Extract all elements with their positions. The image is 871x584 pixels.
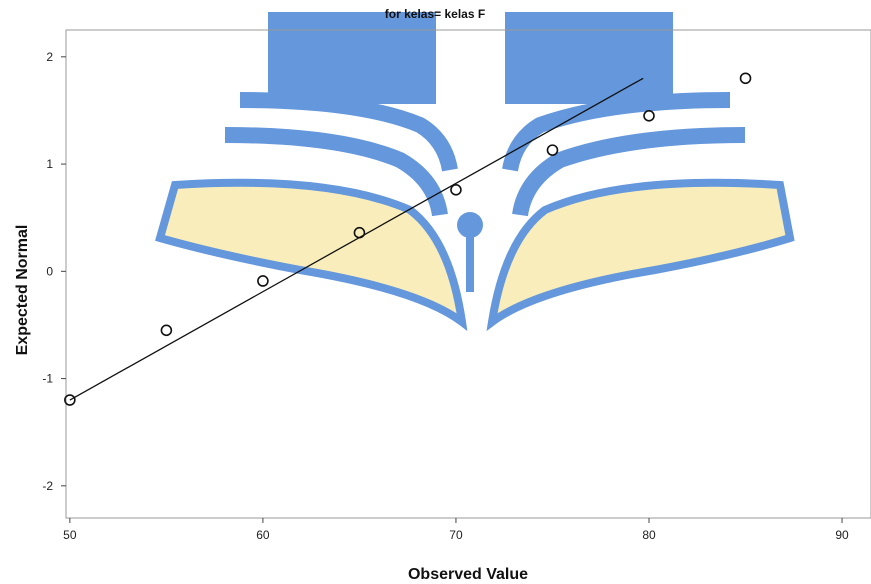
data-point [64, 394, 76, 406]
x-axis-title: Observed Value [408, 566, 528, 583]
logo-bulb [457, 212, 483, 238]
data-point [257, 275, 269, 287]
data-point [450, 184, 462, 196]
logo-arc-right-1 [502, 92, 731, 172]
logo-wing-left [155, 178, 468, 332]
y-tick-label: -1 [42, 372, 53, 386]
logo-pillar-right [505, 12, 673, 104]
data-point [739, 72, 752, 85]
chart-title: for kelas= kelas F [385, 7, 485, 21]
x-tick-label: 50 [63, 528, 77, 542]
data-point [643, 110, 655, 122]
x-tick-label: 60 [256, 528, 270, 542]
logo-arc-left-2 [224, 127, 448, 217]
x-tick-label: 90 [835, 528, 849, 542]
x-tick-label: 70 [449, 528, 463, 542]
plot-frame [65, 29, 871, 519]
data-points [64, 72, 752, 406]
data-point [353, 226, 366, 239]
data-point [546, 144, 559, 156]
x-axis: 50 60 70 80 90 [63, 518, 849, 542]
y-tick-label: 0 [46, 264, 53, 278]
y-axis: 2 1 0 -1 -2 [42, 50, 66, 493]
y-tick-label: 1 [46, 157, 53, 171]
reference-line [69, 77, 644, 401]
logo-arc-right-2 [512, 127, 746, 217]
logo-stem [466, 232, 474, 292]
x-tick-label: 80 [642, 528, 656, 542]
y-tick-label: 2 [46, 50, 53, 64]
logo-pillar-left [268, 12, 436, 104]
data-point [160, 324, 173, 337]
y-tick-label: -2 [42, 479, 53, 493]
logo-wing-right [486, 178, 795, 332]
logo-arc-left-1 [239, 92, 458, 172]
y-axis-title: Expected Normal [14, 225, 31, 356]
reference-line-group [69, 77, 644, 401]
university-logo-watermark [155, 12, 795, 332]
